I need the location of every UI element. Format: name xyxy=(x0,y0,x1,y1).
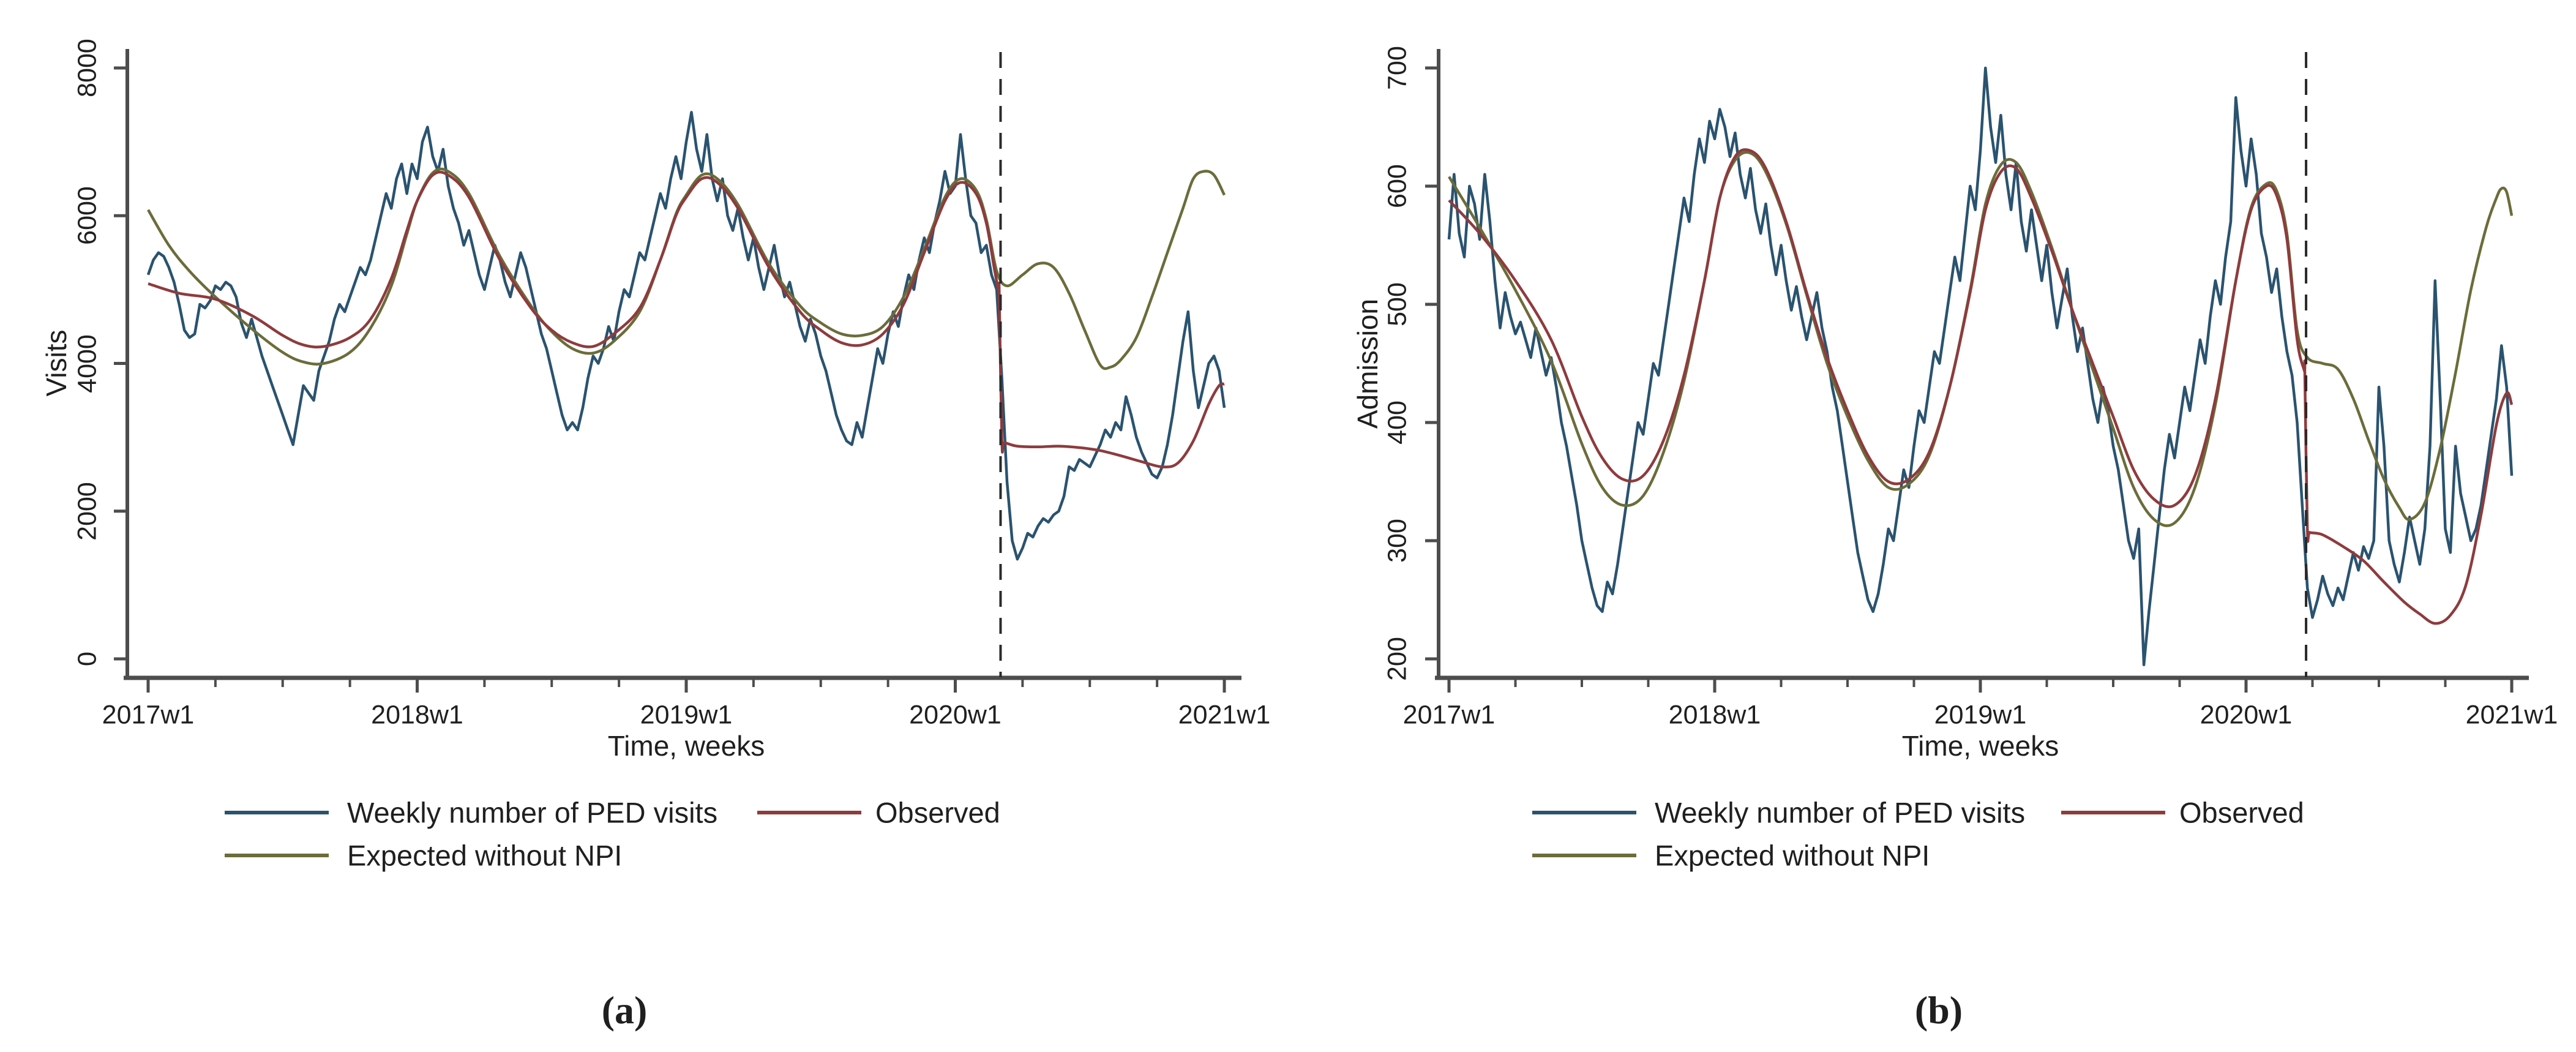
series-expected-b xyxy=(1448,151,2514,527)
series-observed-a xyxy=(148,170,1225,468)
series-weekly-a xyxy=(146,111,1226,561)
series-observed-b xyxy=(1448,148,2514,625)
series-expected-a xyxy=(147,167,1226,370)
series-weekly-b xyxy=(1447,66,2514,666)
